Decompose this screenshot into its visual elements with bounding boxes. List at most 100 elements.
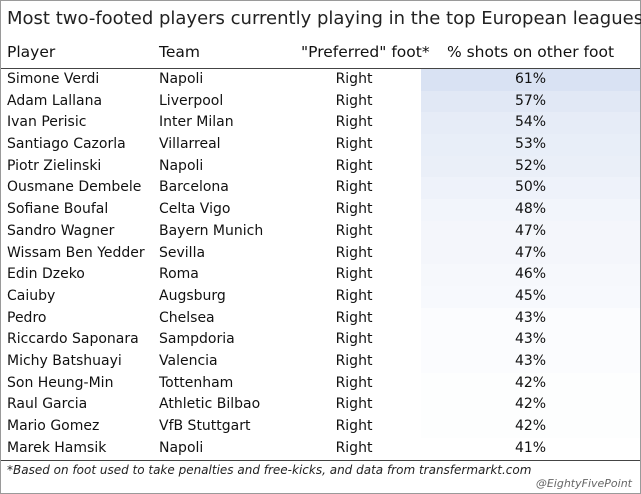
cell-pct: 47% [514, 222, 547, 239]
cell-pct: 45% [514, 287, 547, 304]
cell-team: Liverpool [159, 92, 224, 109]
cell-player: Raul Garcia [7, 396, 88, 413]
cell-foot: Right [335, 201, 373, 218]
pct-heat-cell [421, 220, 640, 243]
cell-foot: Right [335, 157, 373, 174]
cell-player: Santiago Cazorla [7, 136, 126, 153]
table-row: Adam Lallana Liverpool Right 57% [1, 90, 640, 113]
cell-player: Riccardo Saponara [7, 331, 139, 348]
pct-heat-cell [421, 112, 640, 135]
cell-team: Roma [159, 266, 199, 283]
cell-team: Athletic Bilbao [159, 396, 261, 413]
cell-team: Celta Vigo [159, 201, 231, 218]
cell-team: Bayern Munich [159, 222, 264, 239]
table-row: Sandro Wagner Bayern Munich Right 47% [1, 220, 640, 243]
cell-pct: 43% [514, 352, 547, 369]
cell-player: Pedro [7, 309, 47, 326]
cell-player: Mario Gomez [7, 418, 100, 434]
cell-pct: 53% [514, 136, 547, 153]
cell-player: Son Heung-Min [7, 374, 114, 391]
cell-team: Villarreal [159, 136, 221, 153]
cell-player: Ousmane Dembele [7, 179, 142, 196]
cell-team: VfB Stuttgart [159, 418, 251, 434]
table-row: Piotr Zielinski Napoli Right 52% [1, 155, 640, 178]
chart-title: Most two-footed players currently playin… [7, 8, 641, 29]
table-row: Raul Garcia Athletic Bilbao Right 42% [1, 394, 640, 416]
cell-team: Napoli [159, 439, 204, 456]
cell-team: Inter Milan [159, 114, 234, 131]
cell-player: Sofiane Boufal [7, 201, 109, 218]
cell-pct: 42% [514, 374, 547, 391]
table-row: Caiuby Augsburg Right 45% [1, 285, 640, 308]
table-row: Michy Batshuayi Valencia Right 43% [1, 350, 640, 373]
cell-player: Edin Dzeko [7, 266, 85, 283]
cell-pct: 61% [514, 71, 547, 87]
table-row: Marek Hamsik Napoli Right 41% [1, 437, 640, 460]
table-row: Riccardo Saponara Sampdoria Right 43% [1, 329, 640, 351]
pct-heat-cell [421, 329, 640, 351]
credit: @EightyFivePoint [535, 477, 632, 490]
header-foot: "Preferred" foot* [301, 43, 430, 61]
cell-team: Valencia [159, 352, 218, 369]
pct-heat-cell [421, 155, 640, 178]
pct-heat-cell [421, 394, 640, 416]
header-pct: % shots on other foot [446, 43, 615, 61]
cell-team: Tottenham [159, 374, 234, 391]
cell-foot: Right [335, 352, 373, 369]
cell-pct: 48% [514, 201, 547, 218]
pct-heat-cell [421, 177, 640, 200]
header-divider [1, 68, 640, 69]
table-row: Sofiane Boufal Celta Vigo Right 48% [1, 199, 640, 221]
cell-player: Adam Lallana [7, 92, 103, 109]
cell-pct: 57% [514, 92, 547, 109]
pct-heat-cell [421, 350, 640, 373]
pct-heat-cell [421, 134, 640, 156]
table-row: Pedro Chelsea Right 43% [1, 307, 640, 330]
table-row: Santiago Cazorla Villarreal Right 53% [1, 134, 640, 156]
cell-player: Marek Hamsik [7, 439, 107, 456]
cell-player: Sandro Wagner [7, 222, 115, 239]
cell-foot: Right [335, 287, 373, 304]
cell-foot: Right [335, 374, 373, 391]
cell-pct: 41% [514, 439, 547, 456]
cell-team: Napoli [159, 157, 204, 174]
header-team: Team [159, 43, 200, 61]
cell-player: Michy Batshuayi [7, 352, 122, 369]
pct-heat-cell [421, 437, 640, 460]
pct-heat-cell [421, 242, 640, 265]
pct-heat-cell [421, 307, 640, 330]
cell-pct: 54% [514, 114, 547, 131]
cell-foot: Right [335, 136, 373, 153]
cell-player: Ivan Perisic [7, 114, 87, 131]
cell-team: Barcelona [159, 179, 229, 196]
cell-pct: 43% [514, 331, 547, 348]
cell-player: Caiuby [7, 287, 56, 304]
cell-pct: 52% [514, 157, 547, 174]
cell-foot: Right [335, 331, 373, 348]
pct-heat-cell [421, 416, 640, 438]
cell-pct: 50% [514, 179, 547, 196]
table-row: Simone Verdi Napoli Right 61% [1, 69, 640, 91]
cell-foot: Right [335, 418, 373, 434]
cell-player: Simone Verdi [7, 71, 100, 87]
table-row: Ivan Perisic Inter Milan Right 54% [1, 112, 640, 135]
cell-foot: Right [335, 439, 373, 456]
cell-team: Sampdoria [159, 331, 235, 348]
cell-pct: 43% [514, 309, 547, 326]
table-row: Son Heung-Min Tottenham Right 42% [1, 372, 640, 395]
cell-foot: Right [335, 266, 373, 283]
table-row: Ousmane Dembele Barcelona Right 50% [1, 177, 640, 200]
cell-foot: Right [335, 71, 373, 87]
cell-player: Piotr Zielinski [7, 157, 102, 174]
cell-pct: 47% [514, 244, 547, 261]
table-body: Simone Verdi Napoli Right 61% Adam Lallana Li… [1, 69, 640, 460]
cell-foot: Right [335, 114, 373, 131]
cell-foot: Right [335, 222, 373, 239]
pct-heat-cell [421, 90, 640, 113]
cell-foot: Right [335, 179, 373, 196]
cell-foot: Right [335, 92, 373, 109]
cell-foot: Right [335, 309, 373, 326]
table-row: Edin Dzeko Roma Right 46% [1, 264, 640, 286]
cell-pct: 42% [514, 418, 547, 434]
